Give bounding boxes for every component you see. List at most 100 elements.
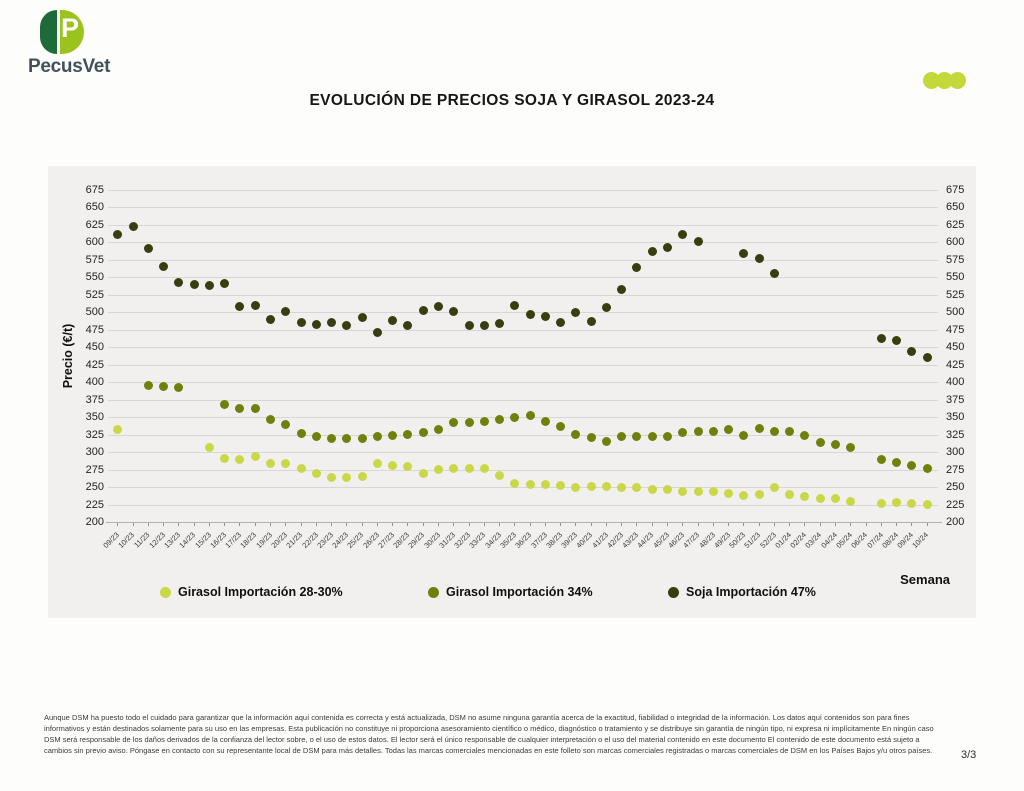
data-point <box>754 253 764 263</box>
axis-tick <box>514 523 516 526</box>
y-tick-label-left: 550 <box>85 271 104 284</box>
menu-dots-icon <box>923 72 966 89</box>
axis-tick <box>270 523 271 526</box>
y-tick-label-right: 625 <box>946 218 965 231</box>
data-point <box>876 454 886 464</box>
axis-tick <box>346 523 348 526</box>
y-tick-label-left: 475 <box>85 323 104 336</box>
data-point <box>892 458 902 468</box>
axis-tick <box>453 523 455 526</box>
y-tick-label-left: 600 <box>85 236 104 249</box>
legend-dot-soja-47-icon <box>668 586 679 598</box>
axis-tick <box>300 523 302 526</box>
data-point <box>678 230 688 240</box>
data-point <box>433 465 443 475</box>
data-point <box>647 432 657 442</box>
axis-tick <box>529 523 531 526</box>
y-tick-label-right: 200 <box>946 516 965 528</box>
axis-tick <box>483 523 485 526</box>
data-point <box>601 302 611 312</box>
data-point <box>907 460 917 470</box>
legend-dot-girasol-34-icon <box>428 586 439 598</box>
dot-icon <box>949 72 966 89</box>
axis-tick <box>224 523 226 526</box>
data-point <box>800 492 810 502</box>
y-tick-label-right: 400 <box>946 376 965 389</box>
data-point <box>327 473 337 483</box>
dot-icon <box>923 72 940 89</box>
data-point <box>693 236 703 246</box>
data-point <box>739 249 749 259</box>
data-point <box>464 417 474 427</box>
axis-tick <box>789 523 791 526</box>
x-axis-title: Semana <box>900 572 950 587</box>
data-point <box>769 426 779 436</box>
axis-tick <box>712 523 714 526</box>
data-point <box>525 480 535 490</box>
data-point <box>174 382 184 392</box>
data-point <box>556 317 566 327</box>
y-tick-label-left: 525 <box>85 288 104 301</box>
axis-tick <box>728 523 730 526</box>
data-point <box>647 484 657 494</box>
y-tick-label-right: 350 <box>946 411 965 424</box>
data-point <box>617 285 627 295</box>
data-point <box>647 247 657 256</box>
axis-tick <box>208 523 210 526</box>
data-point <box>571 482 581 492</box>
y-tick-label-right: 550 <box>946 271 965 284</box>
data-point <box>403 462 413 472</box>
data-point <box>250 452 260 462</box>
axis-tick <box>651 523 653 526</box>
axis-tick <box>544 523 546 526</box>
data-point <box>876 498 886 508</box>
data-point <box>724 488 734 498</box>
y-tick-label-right: 425 <box>946 358 965 371</box>
axis-tick <box>819 523 821 526</box>
axis-tick <box>437 523 439 526</box>
axis-tick <box>865 523 867 526</box>
axis-tick <box>117 523 119 526</box>
data-point <box>296 463 306 473</box>
y-tick-label-left: 350 <box>85 411 104 424</box>
axis-tick <box>682 523 684 526</box>
data-point <box>769 483 779 493</box>
data-point <box>678 486 688 496</box>
data-point <box>342 433 352 443</box>
grid-line <box>108 294 938 296</box>
legend-dot-girasol-28-30-icon <box>160 586 171 598</box>
disclaimer-text: Aunque DSM ha puesto todo el cuidado par… <box>44 713 934 755</box>
grid-line <box>108 190 938 191</box>
legend-label-soja-47: Soja Importación 47% <box>686 585 816 599</box>
axis-tick <box>880 523 882 526</box>
data-point <box>159 381 169 391</box>
y-tick-label-left: 625 <box>85 218 104 231</box>
x-axis-line <box>106 522 942 523</box>
y-tick-label-left: 400 <box>85 376 104 389</box>
logo-left-crescent <box>40 10 57 54</box>
data-point <box>296 317 306 327</box>
axis-tick <box>285 523 287 526</box>
data-point <box>189 279 199 289</box>
axis-tick <box>178 523 180 526</box>
data-point <box>556 481 566 491</box>
data-point <box>540 480 550 490</box>
axis-tick <box>193 523 195 526</box>
axis-tick <box>896 523 898 526</box>
data-point <box>418 428 428 438</box>
axis-tick <box>376 523 378 526</box>
data-point <box>708 426 718 436</box>
data-point <box>754 423 764 433</box>
data-point <box>479 416 489 426</box>
data-point <box>266 458 275 468</box>
data-point <box>830 494 840 504</box>
grid-line <box>108 347 938 349</box>
y-tick-label-right: 225 <box>946 498 965 511</box>
axis-tick <box>590 523 592 526</box>
data-point <box>724 424 734 434</box>
data-point <box>556 422 566 432</box>
data-point <box>846 443 856 453</box>
data-point <box>357 472 367 482</box>
data-point <box>296 428 306 438</box>
